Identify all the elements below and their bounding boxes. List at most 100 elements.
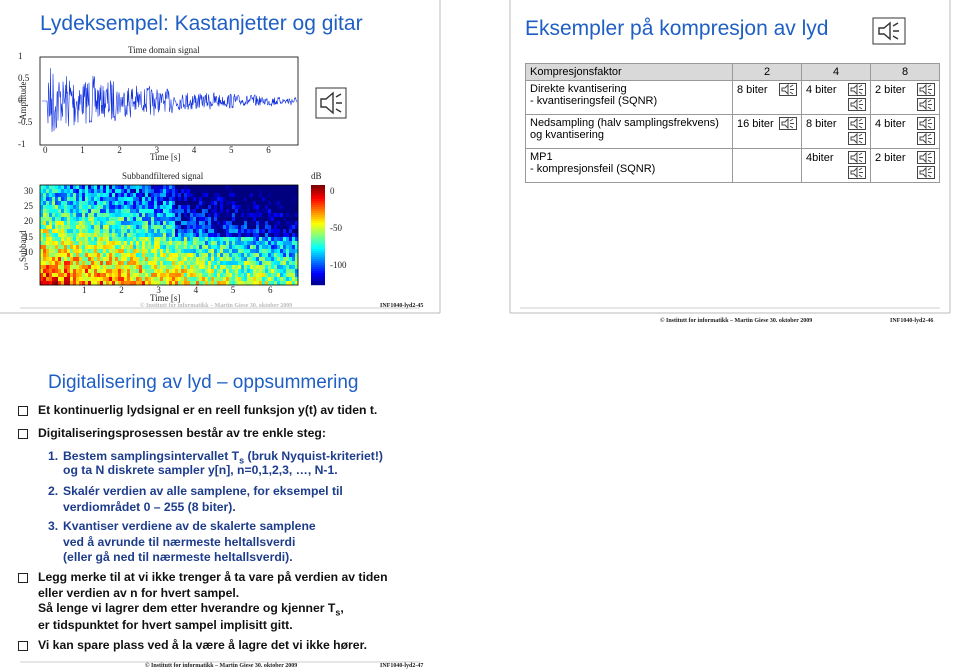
spectrogram-cell (139, 213, 143, 218)
spectrogram-cell (259, 249, 263, 254)
speaker-icon[interactable] (848, 117, 866, 130)
spectrogram-cell (127, 261, 131, 266)
spectrogram-cell (73, 189, 77, 194)
spectrogram-cell (160, 277, 164, 282)
speaker-icon[interactable] (848, 132, 866, 145)
spectrogram-cell (178, 193, 182, 198)
spectrogram-cell (166, 269, 170, 274)
spectrogram-cell (211, 277, 215, 282)
spectrogram-cell (271, 225, 275, 230)
speaker-icon[interactable] (917, 117, 935, 130)
spectrogram-cell (214, 241, 218, 246)
speaker-icon[interactable] (848, 166, 866, 179)
spectrogram-cell (220, 277, 224, 282)
spectrogram-cell (58, 269, 62, 274)
colorbar-cell (311, 263, 325, 266)
spectrogram-cell (160, 197, 164, 202)
speaker-icon[interactable] (315, 87, 347, 119)
colorbar-cell (311, 207, 325, 210)
spectrogram-cell (214, 269, 218, 274)
spectrogram-cell (130, 257, 134, 262)
spectrogram-cell (157, 269, 161, 274)
spectrogram-cell (163, 205, 167, 210)
spectrogram-cell (103, 213, 107, 218)
spectrogram-cell (256, 225, 260, 230)
spectrogram-cell (46, 221, 50, 226)
spectrogram-cell (178, 253, 182, 258)
spectrogram-cell (193, 273, 197, 278)
spectrogram-cell (49, 193, 53, 198)
spectrogram-cell (148, 221, 152, 226)
spectrogram-cell (112, 217, 116, 222)
spectrogram-cell (220, 237, 224, 242)
x-tick-label: 3 (154, 145, 160, 155)
spectrogram-cell (82, 205, 86, 210)
spectrogram-cell (196, 185, 200, 190)
spectrogram-cell (262, 213, 266, 218)
spectrogram-cell (268, 201, 272, 206)
spectrogram-cell (211, 205, 215, 210)
spectrogram-cell (43, 269, 47, 274)
spectrogram-cell (235, 245, 239, 250)
spectrogram-cell (91, 229, 95, 234)
spectrogram-cell (145, 261, 149, 266)
spectrogram-cell (244, 205, 248, 210)
spectrogram-cell (127, 221, 131, 226)
spectrogram-cell (196, 257, 200, 262)
spectrogram-cell (70, 257, 74, 262)
spectrogram-cell (184, 201, 188, 206)
spectrogram-cell (52, 273, 56, 278)
spectrogram-cell (103, 185, 107, 190)
spectrogram-cell (280, 237, 284, 242)
spectrogram-cell (91, 213, 95, 218)
speaker-icon[interactable] (917, 83, 935, 96)
spectrogram-cell (55, 205, 59, 210)
speaker-icon[interactable] (917, 98, 935, 111)
spectrogram-cell (151, 229, 155, 234)
speaker-icon[interactable] (917, 151, 935, 164)
spectrogram-cell (172, 205, 176, 210)
spectrogram-cell (94, 233, 98, 238)
spectrogram-cell (211, 253, 215, 258)
spectrogram-cell (181, 257, 185, 262)
speaker-icon[interactable] (917, 166, 935, 179)
spectrogram-cell (268, 237, 272, 242)
spectrogram-cell (115, 237, 119, 242)
spectrogram-cell (286, 277, 290, 282)
spectrogram-cell (43, 233, 47, 238)
spectrogram-cell (142, 189, 146, 194)
spectrogram-cell (226, 277, 230, 282)
spectrogram-cell (145, 241, 149, 246)
spectrogram-cell (151, 213, 155, 218)
spectrogram-cell (253, 237, 257, 242)
spectrogram-cell (103, 253, 107, 258)
spectrogram-cell (247, 221, 251, 226)
speaker-icon[interactable] (848, 83, 866, 96)
speaker-icon[interactable] (872, 17, 906, 45)
speaker-icon[interactable] (848, 151, 866, 164)
colorbar-cell (311, 267, 325, 270)
spectrogram-cell (232, 261, 236, 266)
spectrogram-cell (70, 237, 74, 242)
spectrogram-cell (118, 253, 122, 258)
spectrogram-cell (271, 257, 275, 262)
colorbar-cell (311, 185, 325, 188)
speaker-icon[interactable] (917, 132, 935, 145)
speaker-icon[interactable] (779, 117, 797, 130)
spectrogram-cell (295, 253, 299, 258)
spectrogram-cell (280, 277, 284, 282)
spectrogram-cell (181, 281, 185, 286)
speaker-icon[interactable] (779, 83, 797, 96)
spectrogram-cell (127, 257, 131, 262)
colorbar-cell (311, 281, 325, 284)
spectrogram-cell (187, 229, 191, 234)
spectrogram-cell (82, 269, 86, 274)
spectrogram-cell (265, 277, 269, 282)
spectrogram-cell (172, 213, 176, 218)
spectrogram-cell (235, 281, 239, 286)
speaker-icon[interactable] (848, 98, 866, 111)
spectrogram-cell (199, 205, 203, 210)
spectrogram-cell (145, 253, 149, 258)
spectrogram-cell (157, 245, 161, 250)
spectrogram-cell (283, 217, 287, 222)
